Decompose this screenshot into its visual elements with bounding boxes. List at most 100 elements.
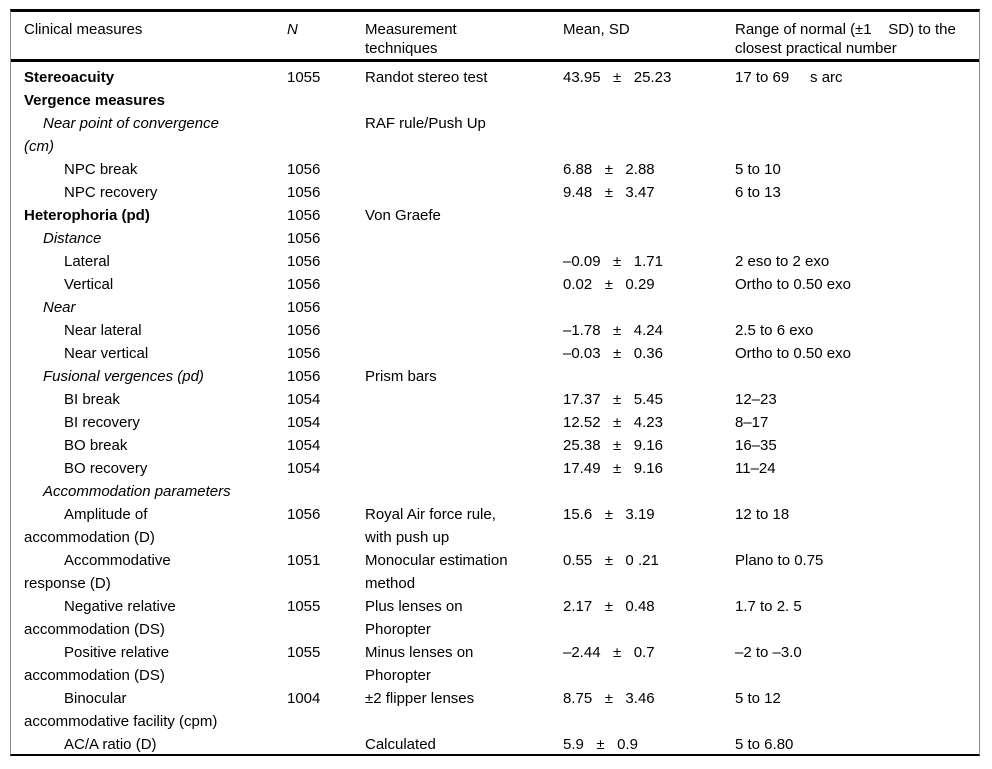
row-label: Vergence measures xyxy=(24,92,165,109)
row-mean-sd: 15.6 ± 3.19 xyxy=(563,506,655,523)
row-technique: Royal Air force rule, with push up xyxy=(365,506,496,546)
row-mean-sd: 2.17 ± 0.48 xyxy=(563,598,655,615)
table-row: Distance 1056 xyxy=(11,227,979,250)
row-range: 6 to 13 xyxy=(735,184,781,201)
row-label: Near point of convergence (cm) xyxy=(24,115,219,155)
row-technique xyxy=(365,319,563,320)
row-mean-sd: 8.75 ± 3.46 xyxy=(563,690,655,707)
row-n-value: 1054 xyxy=(287,460,321,477)
row-n-value: 1056 xyxy=(287,207,321,224)
row-mean-sd xyxy=(563,227,735,228)
row-technique xyxy=(365,89,563,90)
row-n-value: 1055 xyxy=(287,69,321,86)
table-row: Amplitude of accommodation (D) 1056 Roya… xyxy=(11,503,979,549)
row-technique xyxy=(365,273,563,274)
row-mean-sd xyxy=(563,112,735,113)
row-range: 5 to 6.80 xyxy=(735,736,794,753)
row-range: 5 to 10 xyxy=(735,161,781,178)
row-technique xyxy=(365,227,563,228)
row-range: 2 eso to 2 exo xyxy=(735,253,830,270)
table-row: Vergence measures xyxy=(11,89,979,112)
row-mean-sd: –0.09 ± 1.71 xyxy=(563,253,663,270)
row-mean-sd: 9.48 ± 3.47 xyxy=(563,184,655,201)
table-header-row: Clinical measures N Measurement techniqu… xyxy=(11,12,979,62)
row-range xyxy=(735,480,979,481)
row-label: Accommodation parameters xyxy=(43,483,231,500)
row-mean-sd xyxy=(563,296,735,297)
row-n-value: 1054 xyxy=(287,437,321,454)
row-n-value: 1056 xyxy=(287,322,321,339)
row-range: 17 to 69 s arc xyxy=(735,69,843,86)
row-range: 5 to 12 xyxy=(735,690,781,707)
row-technique: Randot stereo test xyxy=(365,69,488,86)
table-row: Near point of convergence (cm) RAF rule/… xyxy=(11,112,979,158)
row-label: Lateral xyxy=(64,253,110,270)
row-n-value: 1056 xyxy=(287,368,321,385)
table-row: Heterophoria (pd) 1056 Von Graefe xyxy=(11,204,979,227)
row-range: 11–24 xyxy=(735,460,776,477)
row-technique xyxy=(365,457,563,458)
header-range-of-normal: Range of normal (±1 SD) to the closest p… xyxy=(735,21,956,57)
row-n-value: 1056 xyxy=(287,276,321,293)
row-range: Plano to 0.75 xyxy=(735,552,824,569)
row-label: Vertical xyxy=(64,276,114,293)
row-n-value: 1056 xyxy=(287,345,321,362)
row-range xyxy=(735,227,979,228)
table-row: Positive relative accommodation (DS) 105… xyxy=(11,641,979,687)
row-label: Positive relative accommodation (DS) xyxy=(24,644,170,684)
row-label: BO break xyxy=(64,437,128,454)
table-row: Stereoacuity 1055 Randot stereo test 43.… xyxy=(11,66,979,89)
row-label: Distance xyxy=(43,230,102,247)
row-label: Amplitude of accommodation (D) xyxy=(24,506,155,546)
row-n-value xyxy=(287,89,365,90)
table-row: BO break 1054 25.38 ± 9.16 16–35 xyxy=(11,434,979,457)
row-label: Accommodative response (D) xyxy=(24,552,171,592)
row-n-value xyxy=(287,112,365,113)
row-mean-sd: 0.02 ± 0.29 xyxy=(563,276,655,293)
table-row: Fusional vergences (pd) 1056 Prism bars xyxy=(11,365,979,388)
row-technique xyxy=(365,434,563,435)
table-row: AC/A ratio (D) Calculated 5.9 ± 0.9 5 to… xyxy=(11,733,979,756)
row-range: 1.7 to 2. 5 xyxy=(735,598,802,615)
row-mean-sd: 12.52 ± 4.23 xyxy=(563,414,663,431)
table-row: BO recovery 1054 17.49 ± 9.16 11–24 xyxy=(11,457,979,480)
table-row: Near 1056 xyxy=(11,296,979,319)
header-clinical-measures: Clinical measures xyxy=(24,21,143,38)
row-label: BI break xyxy=(64,391,120,408)
table-row: NPC break 1056 6.88 ± 2.88 5 to 10 xyxy=(11,158,979,181)
row-n-value: 1004 xyxy=(287,690,321,707)
row-technique: Prism bars xyxy=(365,368,437,385)
table-body: Stereoacuity 1055 Randot stereo test 43.… xyxy=(11,62,979,756)
table-row: Vertical 1056 0.02 ± 0.29 Ortho to 0.50 … xyxy=(11,273,979,296)
row-n-value: 1055 xyxy=(287,598,321,615)
row-label: BI recovery xyxy=(64,414,140,431)
header-n: N xyxy=(287,21,298,38)
row-technique: Plus lenses on Phoropter xyxy=(365,598,463,638)
row-technique xyxy=(365,181,563,182)
row-label: Stereoacuity xyxy=(24,69,115,86)
row-label: AC/A ratio (D) xyxy=(64,736,157,753)
table-row: NPC recovery 1056 9.48 ± 3.47 6 to 13 xyxy=(11,181,979,204)
row-technique xyxy=(365,342,563,343)
row-range: 2.5 to 6 exo xyxy=(735,322,814,339)
table-row: Lateral 1056 –0.09 ± 1.71 2 eso to 2 exo xyxy=(11,250,979,273)
row-range xyxy=(735,89,979,90)
row-label: NPC break xyxy=(64,161,138,178)
row-mean-sd xyxy=(563,480,735,481)
row-label: Fusional vergences (pd) xyxy=(43,368,204,385)
row-n-value xyxy=(287,480,365,481)
row-label: Near lateral xyxy=(64,322,142,339)
row-range: Ortho to 0.50 exo xyxy=(735,345,851,362)
row-technique: Von Graefe xyxy=(365,207,441,224)
row-n-value: 1054 xyxy=(287,391,321,408)
row-label: BO recovery xyxy=(64,460,148,477)
header-measurement-techniques: Measurement techniques xyxy=(365,21,457,57)
row-n-value: 1056 xyxy=(287,161,321,178)
row-technique xyxy=(365,388,563,389)
row-mean-sd xyxy=(563,365,735,366)
row-label: Near xyxy=(43,299,76,316)
table-row: Near lateral 1056 –1.78 ± 4.24 2.5 to 6 … xyxy=(11,319,979,342)
row-range: 12 to 18 xyxy=(735,506,790,523)
row-mean-sd: 6.88 ± 2.88 xyxy=(563,161,655,178)
